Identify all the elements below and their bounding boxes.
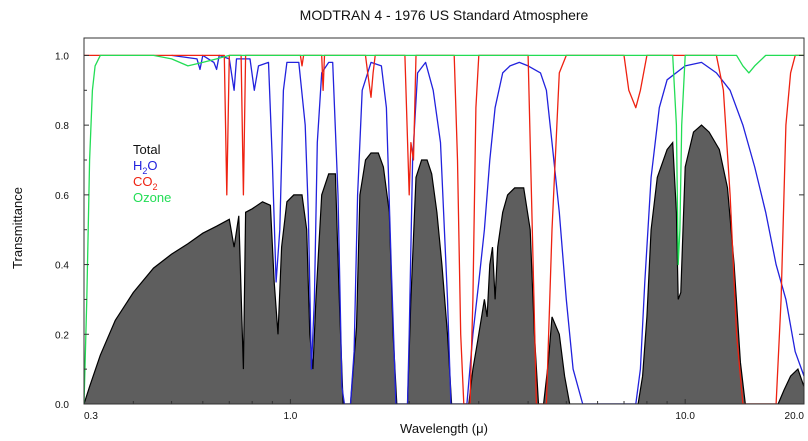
plot-frame xyxy=(83,37,805,405)
x-tick-label: 1.0 xyxy=(283,411,297,422)
series-area-total xyxy=(84,125,804,404)
series-outline-total xyxy=(84,124,804,404)
chart-title: MODTRAN 4 - 1976 US Standard Atmosphere xyxy=(300,7,589,23)
x-tick-label: 10.0 xyxy=(675,411,695,422)
y-tick-label: 0.2 xyxy=(55,330,69,341)
series-line-h2o xyxy=(171,54,804,404)
series-line-ozone xyxy=(84,54,804,404)
legend-entry-total: Total xyxy=(133,142,161,157)
series-line-co2 xyxy=(84,54,804,404)
x-tick-label: 20.0 xyxy=(785,411,805,422)
legend-entry-h2o: H2O xyxy=(133,158,158,176)
y-tick-label: 0.4 xyxy=(55,261,69,272)
legend-entry-ozone: Ozone xyxy=(133,190,171,205)
x-axis-label: Wavelength (μ) xyxy=(400,421,488,436)
y-tick-label: 0.0 xyxy=(55,400,69,411)
x-tick-label: 0.3 xyxy=(84,411,98,422)
y-tick-label: 0.6 xyxy=(55,191,69,202)
y-axis-label: Transmittance xyxy=(10,187,25,269)
y-tick-label: 0.8 xyxy=(55,121,69,132)
y-tick-label: 1.0 xyxy=(55,51,69,62)
legend-entry-co2: CO2 xyxy=(133,174,158,192)
